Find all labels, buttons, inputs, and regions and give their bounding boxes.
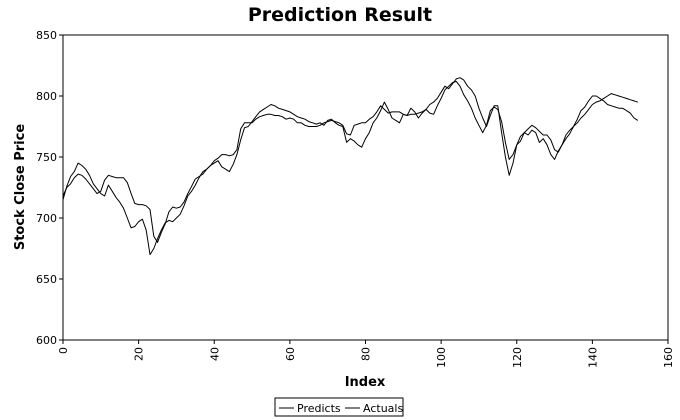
y-tick-label: 800 xyxy=(36,90,57,103)
y-tick-label: 650 xyxy=(36,273,57,286)
legend-label-actuals: Actuals xyxy=(363,402,403,415)
y-tick-label: 850 xyxy=(36,29,57,42)
y-tick-label: 600 xyxy=(36,334,57,347)
x-tick-label: 120 xyxy=(511,347,524,368)
x-tick-label: 160 xyxy=(662,347,675,368)
y-tick-label: 750 xyxy=(36,151,57,164)
x-axis-label: Index xyxy=(345,375,386,390)
y-axis-label: Stock Close Price xyxy=(13,124,28,250)
y-axis: 600 650 700 750 800 850 xyxy=(36,29,63,347)
x-tick-label: 0 xyxy=(57,347,70,354)
x-axis: 0 20 40 60 80 100 120 140 160 xyxy=(57,340,675,368)
x-tick-label: 80 xyxy=(360,347,373,361)
x-tick-label: 140 xyxy=(586,347,599,368)
y-tick-label: 700 xyxy=(36,212,57,225)
legend: Predicts Actuals xyxy=(274,397,404,417)
legend-label-predicts: Predicts xyxy=(297,402,341,415)
legend-box xyxy=(274,397,404,417)
series-line-predicts xyxy=(62,80,639,243)
plot-area xyxy=(62,34,669,341)
x-tick-label: 100 xyxy=(435,347,448,368)
x-tick-label: 20 xyxy=(133,347,146,361)
series-line-actuals xyxy=(62,77,638,256)
series-layer xyxy=(62,77,639,256)
x-tick-label: 60 xyxy=(284,347,297,361)
x-tick-label: 40 xyxy=(208,347,221,361)
chart-title: Prediction Result xyxy=(248,4,432,26)
